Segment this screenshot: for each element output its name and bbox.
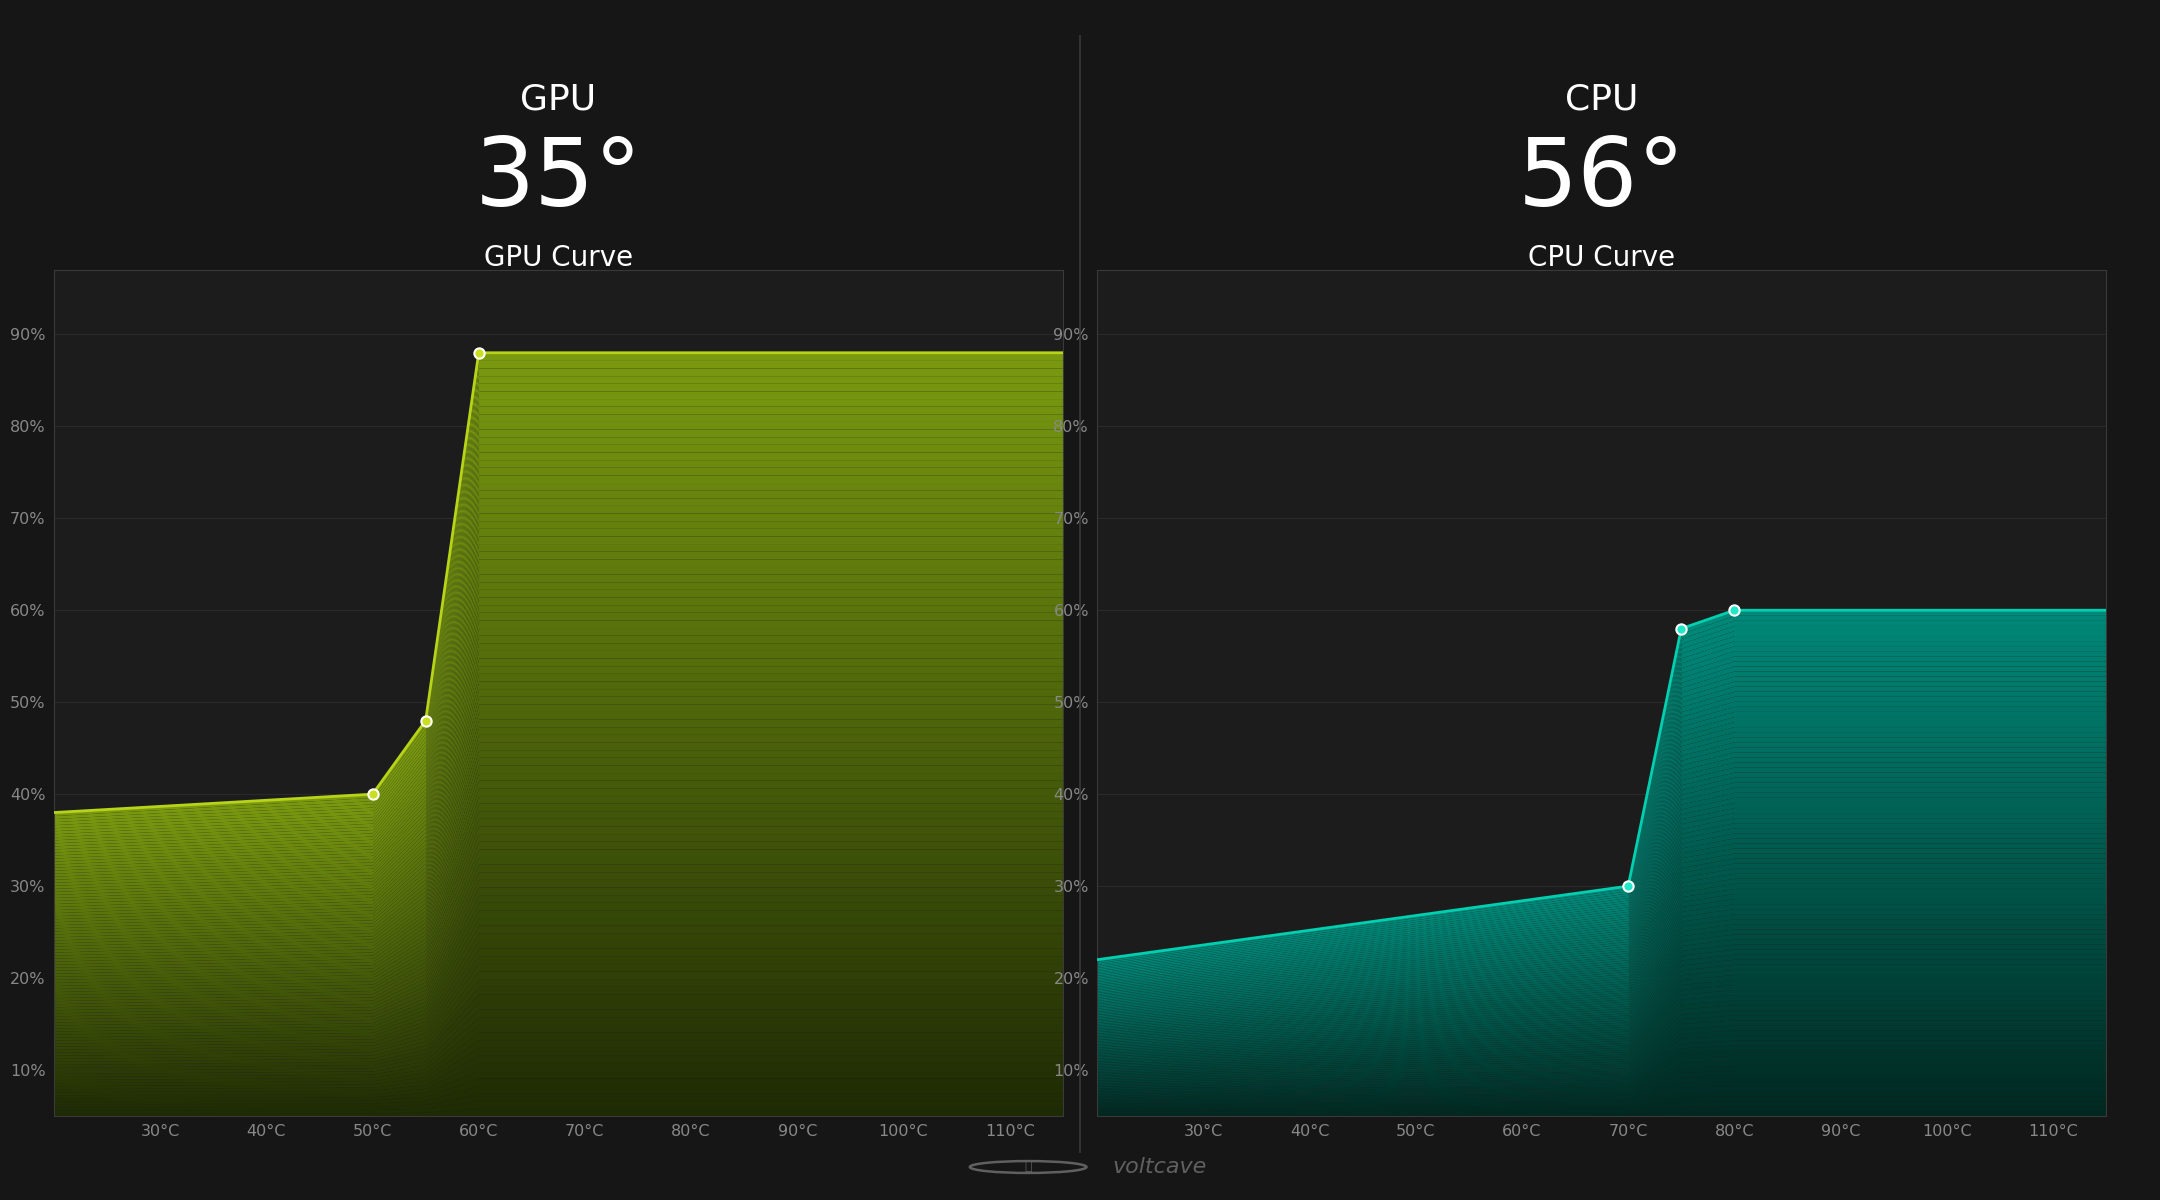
Text: voltcave: voltcave [1112,1157,1207,1177]
Text: GPU: GPU [521,83,596,116]
Text: 35°: 35° [475,134,642,227]
Point [408,710,443,730]
Point [1717,601,1752,620]
Point [1611,876,1646,895]
Text: CPU: CPU [1566,83,1637,116]
Point [354,785,389,804]
Point [1663,619,1698,638]
Text: ⏻: ⏻ [1024,1160,1032,1174]
Point [462,343,497,362]
Text: 56°: 56° [1518,134,1685,227]
Text: CPU Curve: CPU Curve [1527,244,1676,272]
Text: GPU Curve: GPU Curve [484,244,633,272]
